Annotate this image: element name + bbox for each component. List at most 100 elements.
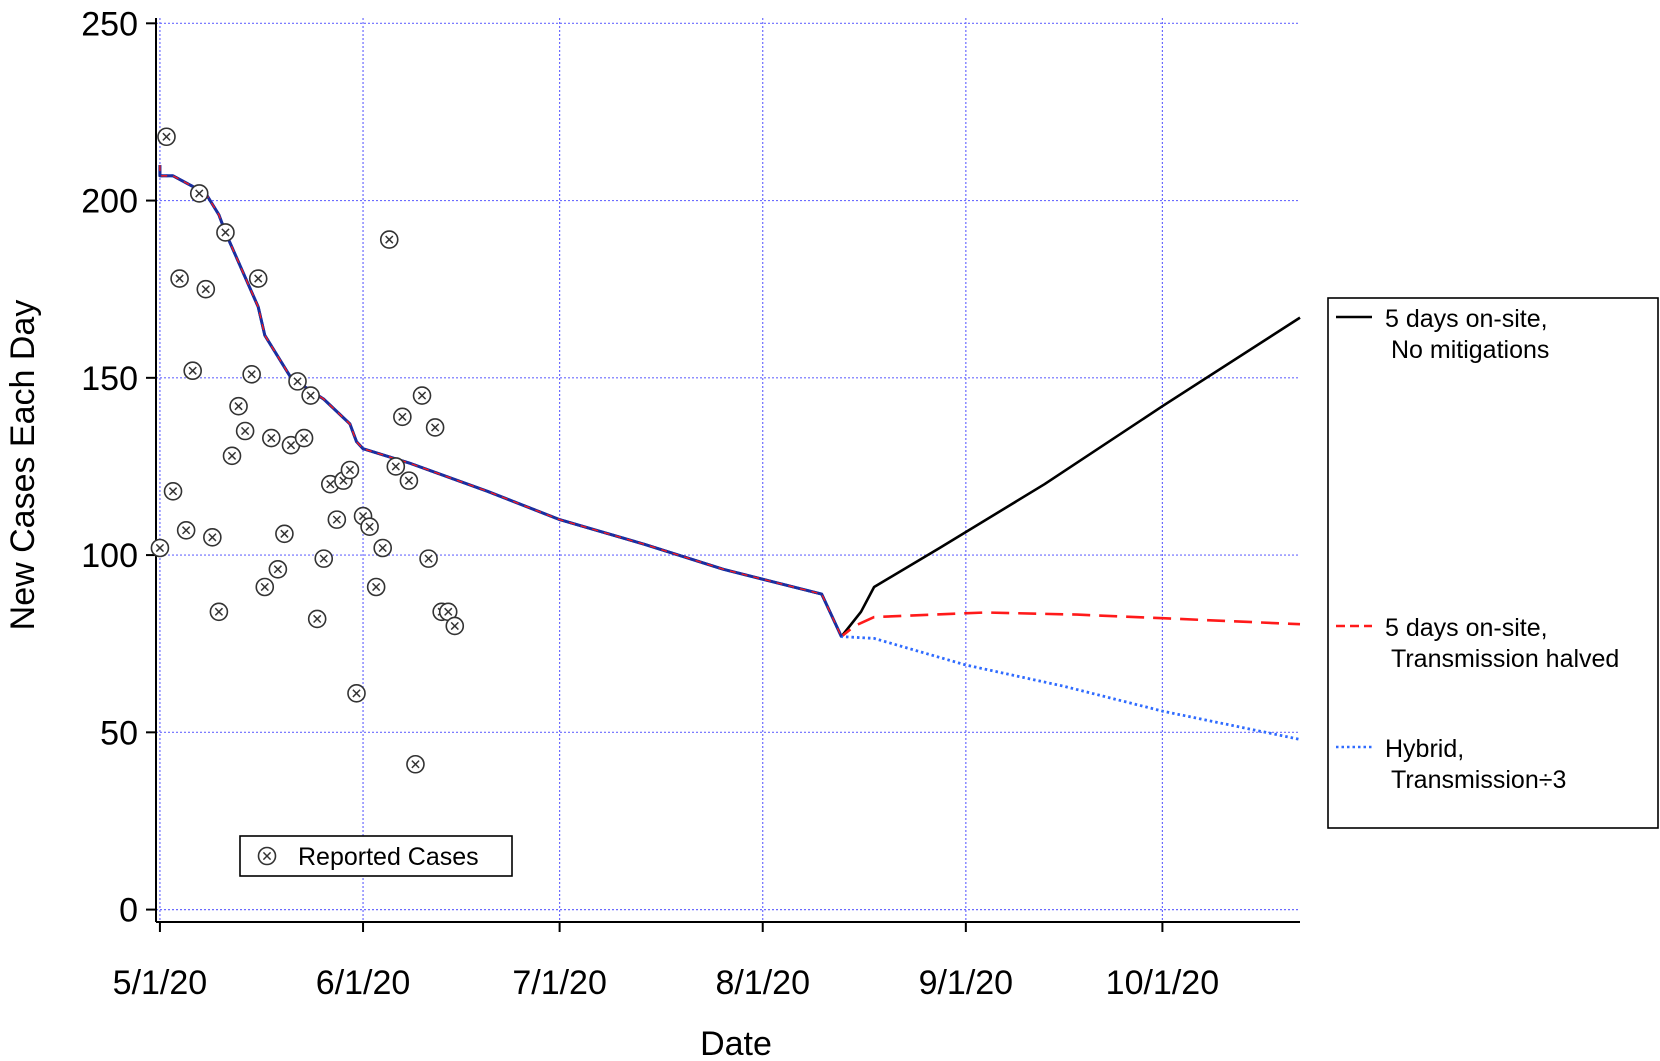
marker-cross-b [398, 412, 407, 421]
axis-labels: New Cases Each Day Date [4, 300, 772, 1061]
legend-reported-box [239, 835, 513, 877]
reported-case-point [229, 396, 248, 416]
reported-case-point [419, 549, 438, 568]
reported-case-point [170, 269, 189, 288]
reported-case-point [288, 372, 307, 391]
reported-case-point [248, 269, 268, 288]
marker-cross-b [450, 621, 459, 631]
marker-cross-b [332, 515, 341, 524]
x-tick-label: 6/1/20 [316, 964, 411, 1002]
reported-case-point [163, 481, 183, 501]
marker-cross-b [262, 851, 272, 861]
marker-cross-b [444, 607, 453, 616]
reported-case-point [307, 609, 327, 629]
marker-cross-b [227, 451, 237, 460]
reported-case-point [183, 361, 202, 381]
x-tick-label: 9/1/20 [919, 964, 1014, 1002]
legend-reported-cases: Reported Cases [239, 835, 513, 877]
legend-label: 5 days on-site, [1385, 305, 1548, 333]
marker-cross-b [162, 132, 171, 141]
y-tick-label: 150 [81, 360, 138, 398]
marker-cross-b [293, 377, 302, 386]
marker-cross-b [345, 465, 355, 475]
reported-case-point [255, 577, 275, 597]
y-tick-label: 200 [81, 183, 138, 221]
reported-case-point [242, 364, 261, 384]
marker-cross-b [352, 689, 361, 698]
legend: 5 days on-site, No mitigations 5 days on-s… [1327, 297, 1659, 829]
marker-cross-b [234, 402, 243, 411]
reported-case-point [176, 520, 196, 540]
reported-case-point [399, 471, 419, 490]
series-lines [158, 165, 1301, 741]
legend-label: Transmission halved [1391, 645, 1619, 673]
x-tick-label: 5/1/20 [113, 964, 208, 1002]
marker-cross-b [358, 511, 368, 521]
reported-case-point [150, 538, 170, 558]
reported-case-point [366, 577, 386, 597]
marker-cross-b [286, 441, 296, 450]
marker-cross-b [195, 189, 204, 198]
series-line-1 [158, 165, 1301, 638]
reported-case-point [347, 684, 366, 703]
marker-cross-b [372, 582, 381, 592]
reported-case-point [445, 616, 465, 636]
grid-lines [156, 18, 1300, 922]
marker-cross-b [260, 582, 269, 592]
marker-cross-b [299, 433, 309, 443]
x-tick-label: 10/1/20 [1106, 964, 1219, 1002]
reported-case-point [294, 428, 314, 448]
reported-case-point [425, 418, 445, 437]
series-line-2 [158, 165, 1301, 741]
reported-case-point [314, 549, 334, 568]
historic-fit-overlay [159, 165, 842, 637]
marker-cross-b [365, 522, 374, 531]
reported-case-point [275, 524, 294, 544]
reported-case-point [360, 517, 379, 537]
marker-cross-b [280, 529, 289, 538]
reported-case-point [189, 184, 209, 203]
reported-case-point [438, 602, 458, 622]
marker-cross-b [319, 554, 328, 563]
reported-case-point [386, 457, 406, 476]
y-tick-label: 250 [81, 5, 138, 43]
marker-cross-b [313, 614, 322, 624]
marker-cross-b [188, 366, 197, 375]
marker-cross-b [306, 391, 315, 400]
marker-cross-b [430, 423, 440, 432]
reported-case-point [268, 559, 288, 579]
reported-case-point [379, 230, 399, 249]
reported-case-point [203, 528, 222, 547]
marker-cross-b [240, 426, 250, 436]
marker-cross-b [201, 285, 210, 294]
reported-cases-markers [150, 127, 465, 774]
x-tick-label: 8/1/20 [715, 964, 810, 1002]
reported-case-point [340, 460, 360, 480]
marker-cross-b [424, 554, 433, 563]
marker-cross-b [208, 533, 217, 542]
reported-case-point [327, 510, 347, 529]
reported-case-point [209, 602, 229, 622]
marker-cross-b [411, 760, 420, 769]
marker-cross-b [254, 274, 263, 283]
marker-cross-b [326, 480, 335, 489]
marker-cross-b [175, 274, 184, 283]
marker-cross-b [247, 370, 256, 379]
reported-case-point [157, 127, 176, 147]
marker-cross-b [391, 462, 400, 471]
reported-case-point [393, 407, 412, 427]
legend-label: No mitigations [1391, 336, 1549, 364]
marker-cross-b [214, 607, 224, 616]
x-axis-label: Date [700, 1025, 772, 1061]
reported-case-point [406, 754, 425, 774]
marker-cross-b [404, 476, 414, 485]
x-tick-label: 7/1/20 [512, 964, 607, 1002]
y-tick-label: 0 [119, 892, 138, 930]
reported-case-point [216, 223, 235, 242]
reported-case-point [373, 538, 393, 558]
marker-cross-b [267, 433, 276, 443]
reported-case-point [412, 386, 432, 405]
legend-label: Transmission÷3 [1391, 766, 1566, 794]
legend-reported-swatch [257, 846, 277, 866]
